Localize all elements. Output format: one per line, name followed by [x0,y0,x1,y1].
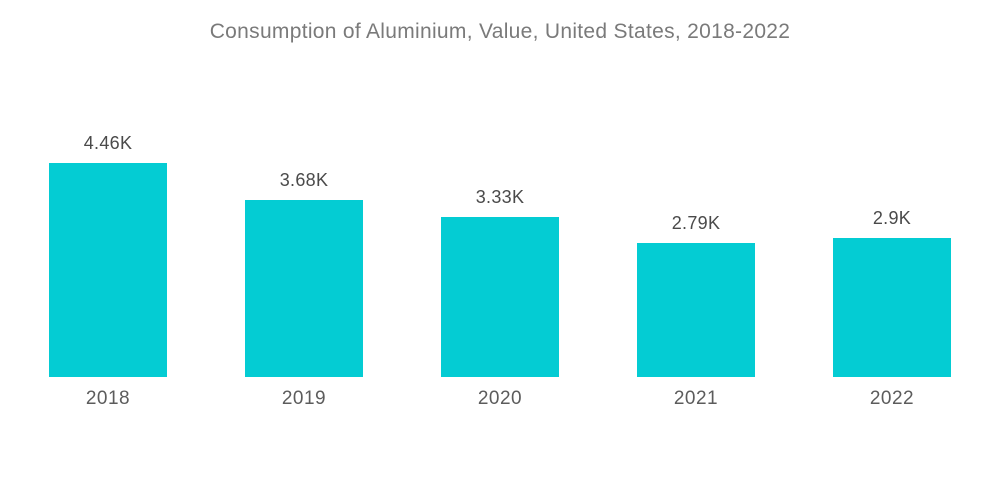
bar [49,163,167,377]
bar-year-label: 2020 [477,388,523,409]
bar [441,217,559,377]
bar-column: 3.68K 2019 [206,0,402,415]
bar-column: 4.46K 2018 [10,0,206,415]
bar-column: 2.9K 2022 [794,0,990,415]
bar-year-label: 2019 [281,388,327,409]
bar-value-label: 3.68K [279,170,329,190]
chart-title: Consumption of Aluminium, Value, United … [209,20,791,43]
bar-year-label: 2018 [85,388,131,409]
bar-value-label: 4.46K [83,133,133,153]
bar-year-label: 2022 [869,388,915,409]
bar [833,238,951,377]
bar-column: 2.79K 2021 [598,0,794,415]
bar-column: 3.33K 2020 [402,0,598,415]
bar-value-label: 2.79K [671,213,721,233]
bar [245,200,363,377]
bar-year-label: 2021 [673,388,719,409]
bar-plot: 4.46K 2018 3.68K 2019 3.33K 2020 2.79K 2021 2.9K… [10,0,990,415]
bar-value-label: 3.33K [475,187,525,207]
bar [637,243,755,377]
bar-value-label: 2.9K [872,208,912,228]
